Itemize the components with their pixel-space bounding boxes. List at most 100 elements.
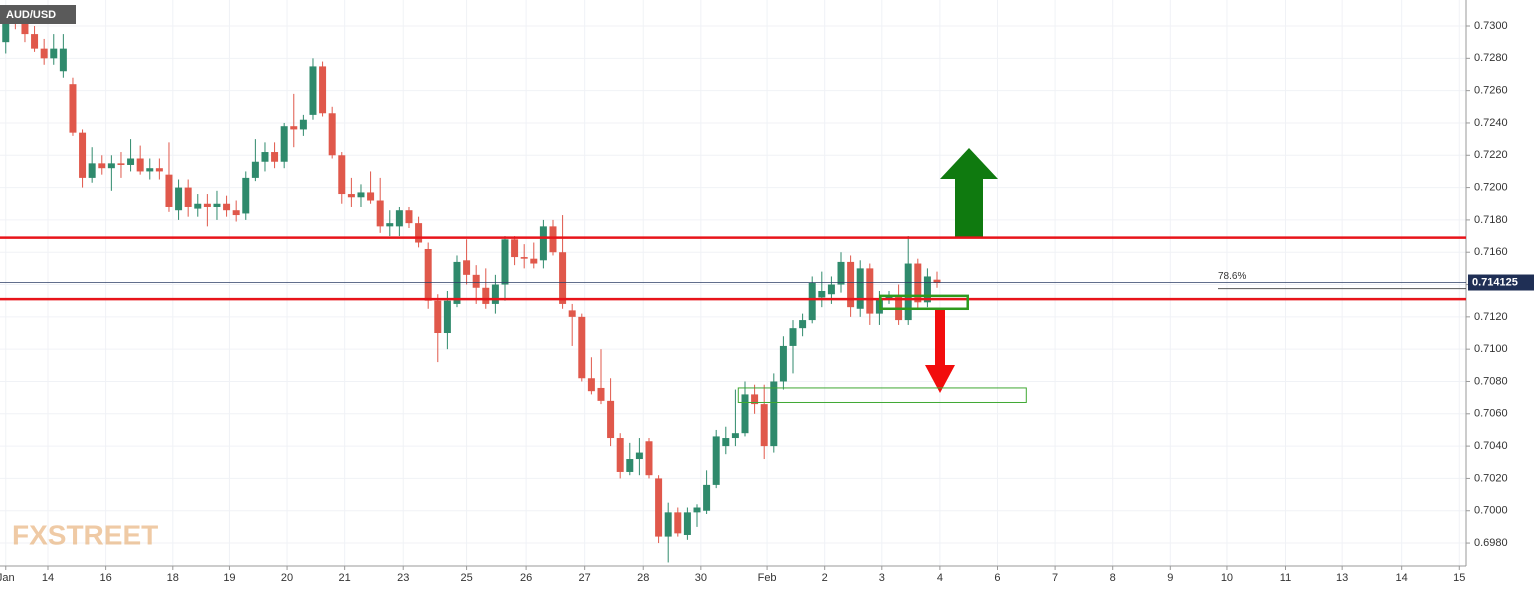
candle-body [271,152,279,162]
candle-body [40,48,48,59]
candle-body [674,512,682,534]
candle-body [751,394,759,405]
candle-body [261,152,269,162]
down-arrow [925,310,955,393]
x-tick-label: 27 [579,572,591,584]
candle-body [847,261,855,308]
candle-body [664,512,672,537]
candle-body [587,378,595,392]
candle-body [405,210,413,224]
x-tick-label: 30 [695,572,707,584]
candle-body [472,274,480,288]
candle-body [703,484,711,511]
title-badge [0,5,76,24]
candle-body [2,17,10,43]
y-tick-label: 0.7020 [1474,472,1508,484]
zone-box [879,294,969,311]
x-tick-label: Jan [0,572,15,584]
candle-body [88,163,96,178]
x-tick-label: 14 [42,572,54,584]
candle-body [578,316,586,379]
candle-body [741,394,749,434]
candle-body [530,258,538,264]
x-tick-label: 23 [397,572,409,584]
candle-body [463,260,471,275]
candle-body [31,34,39,49]
x-tick-label: 3 [879,572,885,584]
x-tick-label: 21 [339,572,351,584]
watermark: FXSTREET [12,519,158,550]
candle-body [827,284,835,295]
candle-body [655,478,663,537]
candle-body [443,300,451,334]
x-tick-label: 20 [281,572,293,584]
y-tick-label: 0.7200 [1474,181,1508,193]
candle-body [338,155,346,195]
y-tick-label: 0.7000 [1474,505,1508,517]
x-tick-label: 14 [1396,572,1408,584]
x-tick-label: 18 [167,572,179,584]
x-tick-label: 7 [1052,572,1058,584]
candle-body [434,300,442,334]
y-tick-label: 0.7260 [1474,85,1508,97]
x-tick-label: 4 [937,572,943,584]
x-tick-label: 8 [1110,572,1116,584]
candle-body [923,276,931,303]
last-price-box [1468,274,1534,291]
x-tick-label: 15 [1453,572,1465,584]
candle-body [453,261,461,304]
candle-body [223,203,231,211]
x-tick-label: 9 [1167,572,1173,584]
candle-body [645,441,653,476]
chart-title: AUD/USD [6,9,56,21]
candle-body [155,168,163,172]
candle-body [568,310,576,317]
candle-body [395,210,403,227]
candle-body [712,436,720,485]
candle-body [107,163,115,169]
candle-body [184,187,192,207]
candle-body [616,438,624,472]
candle-body [683,512,691,535]
candle-body [347,194,355,198]
y-tick-label: 0.6980 [1474,537,1508,549]
x-tick-label: 28 [637,572,649,584]
y-tick-label: 0.7120 [1474,311,1508,323]
candle-body [50,48,58,59]
y-tick-label: 0.7100 [1474,343,1508,355]
candle-body [818,290,826,298]
candle-body [799,320,807,329]
candle-body [789,328,797,346]
candle-body [242,177,250,214]
candle-body [98,163,106,169]
candle-body [731,433,739,439]
candle-body [424,248,432,301]
candle-body [213,203,221,207]
candle-body [328,113,336,156]
candle-body [808,282,816,321]
candle-body [117,163,125,165]
candle-body [69,84,77,133]
candle-body [933,279,941,283]
candle-body [299,119,307,130]
y-tick-label: 0.7280 [1474,52,1508,64]
candle-body [501,239,509,285]
candle-body [607,400,615,439]
candle-body [693,507,701,513]
candle-body [511,239,519,258]
y-tick-label: 0.7180 [1474,214,1508,226]
candle-body [203,203,211,207]
x-tick-label: 2 [822,572,828,584]
candle-body [136,158,144,172]
candle-body [376,200,384,227]
candle-body [251,161,259,178]
candle-body [885,295,893,300]
fib-label: 78.6% [1218,271,1246,282]
candle-body [127,158,135,165]
candle-body [597,387,605,401]
candle-body [520,257,528,259]
zone-box [737,387,1027,403]
candle-body [79,132,87,178]
